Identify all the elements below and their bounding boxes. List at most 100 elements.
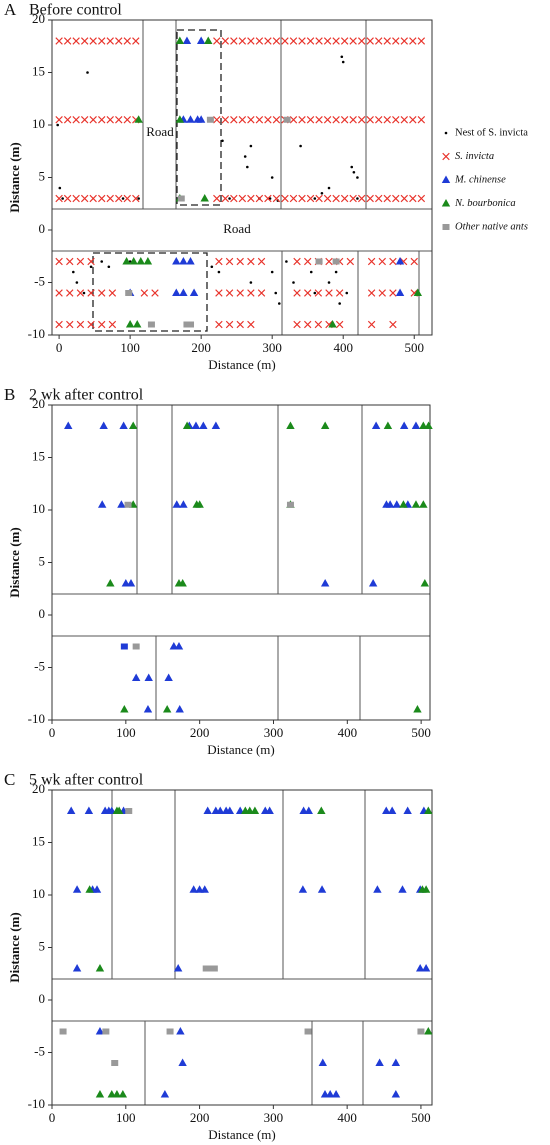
x-tick-label: 500 <box>411 725 431 740</box>
triangle-marker <box>320 421 330 429</box>
triangle-marker <box>421 964 431 972</box>
dot-marker <box>82 291 86 295</box>
triangle-marker <box>95 1090 105 1098</box>
x-marker <box>215 257 223 266</box>
dot-marker <box>350 165 354 169</box>
road-label: Road <box>223 221 251 236</box>
dot-marker <box>246 165 249 169</box>
dot-marker <box>210 265 214 269</box>
x-tick-label: 200 <box>190 725 210 740</box>
triangle-marker <box>413 288 422 296</box>
x-marker <box>392 116 400 124</box>
dot-marker <box>86 71 89 74</box>
triangle-marker <box>186 115 195 123</box>
x-marker <box>304 257 312 266</box>
triangle-marker <box>179 288 188 296</box>
square-marker <box>166 1028 174 1035</box>
triangle-marker <box>391 1090 401 1098</box>
x-marker <box>108 289 117 297</box>
triangle-marker <box>126 579 136 587</box>
triangle-marker <box>392 500 401 508</box>
dot-marker <box>228 197 231 200</box>
panel-title: 5 wk after control <box>29 772 144 789</box>
x-marker <box>132 37 140 45</box>
x-marker <box>272 116 281 124</box>
x-marker <box>383 116 391 124</box>
y-tick-label: 15 <box>32 63 45 78</box>
triangle-marker <box>195 500 204 508</box>
triangle-marker <box>64 421 73 429</box>
triangle-marker <box>424 806 433 814</box>
dot-marker <box>444 131 448 135</box>
legend-label: N. bourbonica <box>454 198 516 209</box>
x-marker <box>63 37 72 45</box>
x-marker <box>98 320 106 329</box>
dot-marker <box>72 270 75 274</box>
square-marker <box>187 321 195 328</box>
x-marker <box>264 194 272 203</box>
triangle-marker <box>175 36 185 44</box>
x-marker <box>247 257 255 266</box>
square-marker <box>125 808 133 814</box>
x-marker <box>255 37 264 45</box>
triangle-marker <box>134 115 143 123</box>
x-marker <box>340 37 349 45</box>
square-marker <box>132 643 140 650</box>
x-marker <box>72 194 80 203</box>
triangle-marker <box>125 320 135 328</box>
x-marker <box>215 289 223 297</box>
y-tick-label: 15 <box>32 833 45 848</box>
x-marker <box>87 257 95 266</box>
x-marker <box>281 194 289 203</box>
x-marker <box>400 194 408 203</box>
triangle-marker <box>424 421 433 429</box>
x-marker <box>349 194 357 203</box>
x-marker <box>106 116 114 124</box>
x-marker <box>409 194 417 203</box>
x-marker <box>132 194 140 203</box>
triangle-marker <box>98 500 107 508</box>
triangle-marker <box>421 885 431 893</box>
x-tick-label: 400 <box>338 725 358 740</box>
triangle-marker <box>106 579 115 587</box>
x-marker <box>306 116 315 124</box>
dot-marker <box>121 197 125 200</box>
x-marker <box>55 257 63 266</box>
triangle-marker <box>420 579 430 587</box>
y-tick-label: 0 <box>39 221 46 236</box>
x-axis-label: Distance (m) <box>208 1127 276 1142</box>
x-marker <box>306 37 315 45</box>
x-marker <box>257 289 266 297</box>
x-marker <box>230 37 238 45</box>
x-marker <box>375 37 383 45</box>
panel-letter: B <box>4 385 15 404</box>
x-marker <box>106 37 114 45</box>
x-marker <box>315 116 323 124</box>
triangle-marker <box>182 421 192 429</box>
x-marker <box>55 320 63 329</box>
triangle-marker <box>133 320 142 328</box>
triangle-marker <box>415 964 425 972</box>
triangle-marker <box>186 257 195 265</box>
dot-marker <box>313 197 317 200</box>
x-marker <box>400 116 408 124</box>
x-marker <box>378 289 386 297</box>
triangle-marker <box>114 806 124 814</box>
x-marker <box>80 116 89 124</box>
triangle-marker <box>373 885 382 893</box>
x-marker <box>357 194 366 203</box>
x-marker <box>315 194 323 203</box>
triangle-marker <box>211 421 221 429</box>
x-marker <box>55 289 63 297</box>
plot-frame <box>51 19 433 336</box>
triangle-marker <box>399 500 408 508</box>
x-marker <box>304 320 312 329</box>
triangle-marker <box>225 806 235 814</box>
legend-label: M. chinense <box>454 174 506 185</box>
triangle-marker <box>136 257 145 265</box>
x-marker <box>247 194 255 203</box>
dot-marker <box>75 281 79 284</box>
triangle-marker <box>174 642 184 650</box>
triangle-marker <box>179 500 188 508</box>
